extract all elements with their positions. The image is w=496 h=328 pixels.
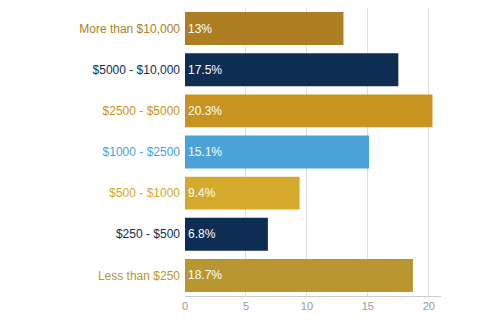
svg-text:20.3%: 20.3% (188, 104, 222, 118)
svg-text:$5000 - $10,000: $5000 - $10,000 (93, 63, 181, 77)
svg-text:Less than $250: Less than $250 (98, 269, 180, 283)
svg-text:10: 10 (301, 300, 313, 312)
svg-text:15.1%: 15.1% (188, 145, 222, 159)
svg-text:18.7%: 18.7% (188, 268, 222, 282)
svg-text:0: 0 (182, 300, 188, 312)
svg-text:17.5%: 17.5% (188, 63, 222, 77)
svg-text:15: 15 (362, 300, 374, 312)
svg-text:9.4%: 9.4% (188, 186, 216, 200)
svg-text:13%: 13% (188, 22, 212, 36)
svg-text:$250 - $500: $250 - $500 (116, 227, 180, 241)
svg-text:6.8%: 6.8% (188, 227, 216, 241)
svg-text:$2500 - $5000: $2500 - $5000 (103, 104, 181, 118)
svg-text:20: 20 (423, 300, 435, 312)
svg-text:$1000 - $2500: $1000 - $2500 (103, 145, 181, 159)
svg-text:$500 - $1000: $500 - $1000 (109, 186, 180, 200)
svg-text:5: 5 (243, 300, 249, 312)
svg-text:More than $10,000: More than $10,000 (79, 22, 180, 36)
